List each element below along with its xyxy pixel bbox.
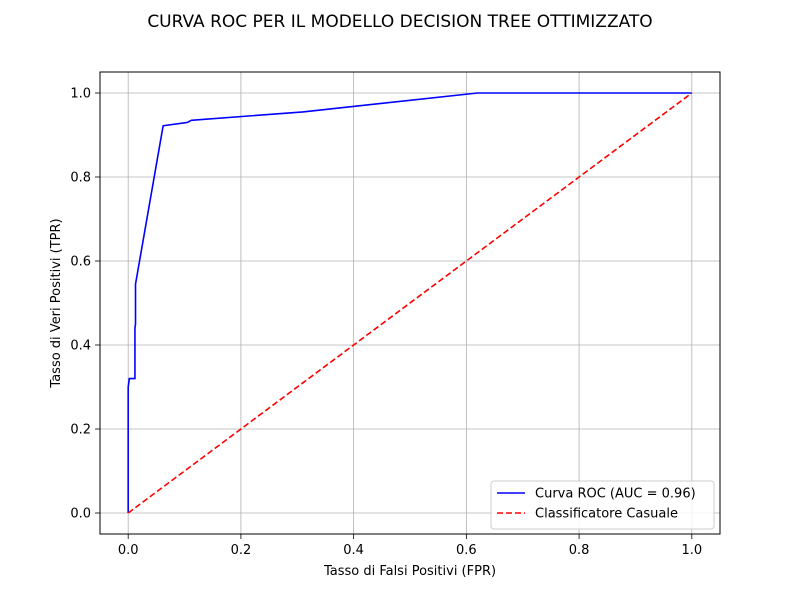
x-tick-label: 0.8 [569,543,590,558]
legend: Curva ROC (AUC = 0.96) Classificatore Cas… [490,480,715,530]
y-tick-label: 0.8 [70,171,91,186]
y-tick-label: 0.4 [70,339,91,354]
x-tick-label: 1.0 [681,543,702,558]
grid [100,72,720,534]
legend-entry-label: Classificatore Casuale [535,507,678,522]
x-tick-label: 0.0 [118,543,139,558]
x-tick-label: 0.6 [456,543,477,558]
plot-area [127,92,693,514]
ticks: 0.0 0.2 0.4 0.6 0.8 1.0 0.0 0.2 0.4 0.6 0.8 1.0 [70,87,702,559]
random-classifier-line [127,92,693,514]
y-tick-label: 0.2 [70,423,91,438]
roc-curve-line [127,92,692,513]
x-tick-label: 0.2 [231,543,252,558]
y-tick-label: 0.0 [70,507,91,522]
x-tick-label: 0.4 [343,543,364,558]
legend-box [490,480,715,530]
y-tick-label: 1.0 [70,87,91,102]
chart-title: CURVA ROC PER IL MODELLO DECISION TREE O… [147,12,652,32]
axes-frame [99,71,721,535]
x-axis-label: Tasso di Falsi Positivi (FPR) [323,564,496,579]
legend-entry-label: Curva ROC (AUC = 0.96) [535,487,696,502]
y-tick-label: 0.6 [70,255,91,270]
y-axis-label: Tasso di Veri Positivi (TPR) [49,218,64,388]
